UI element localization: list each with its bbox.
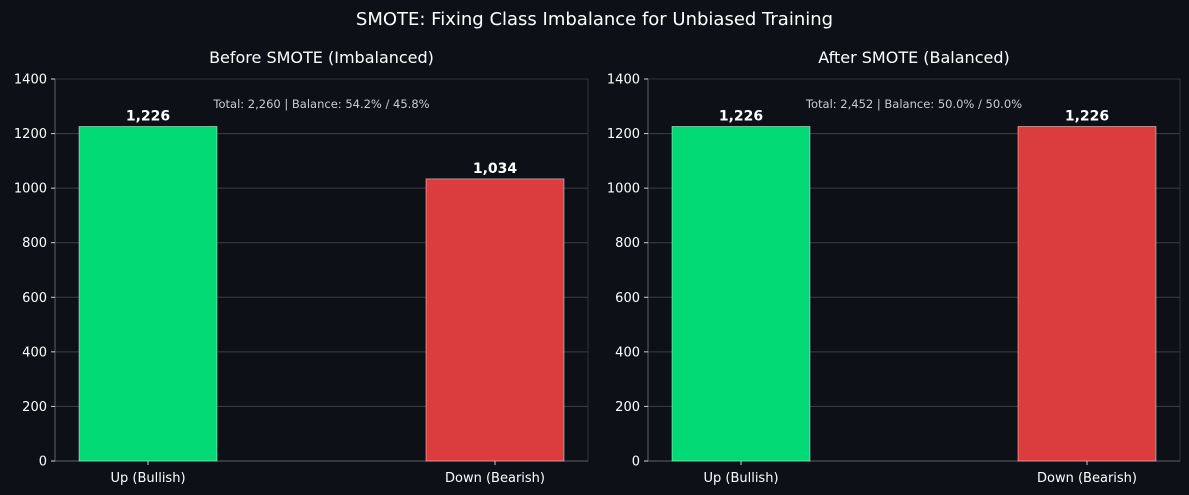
x-tick-label: Down (Bearish) [1037, 471, 1137, 486]
y-tick-label: 200 [615, 400, 640, 415]
y-tick-label: 600 [22, 291, 47, 306]
chart-annotation: Total: 2,260 | Balance: 54.2% / 45.8% [212, 97, 429, 111]
y-tick-label: 400 [22, 345, 47, 360]
chart-annotation: Total: 2,452 | Balance: 50.0% / 50.0% [805, 97, 1022, 111]
bar-value-label: 1,226 [1065, 108, 1109, 124]
chart-title: Before SMOTE (Imbalanced) [209, 48, 434, 67]
bar-value-label: 1,034 [473, 161, 518, 177]
y-tick-label: 1000 [14, 182, 47, 197]
chart-title: After SMOTE (Balanced) [818, 48, 1009, 67]
x-tick-label: Down (Bearish) [445, 471, 545, 486]
y-tick-label: 1400 [14, 73, 47, 88]
y-tick-label: 800 [615, 236, 640, 251]
bar-1 [78, 126, 218, 462]
chart-panel-2: After SMOTE (Balanced) 0 200 400 600 800 1000 1… [607, 48, 1181, 486]
x-tick-label: Up (Bullish) [703, 471, 778, 486]
y-tick-label: 0 [632, 455, 640, 470]
bar-value-label: 1,226 [126, 108, 170, 124]
bar-value-label: 1,226 [719, 108, 763, 124]
y-tick-label: 200 [22, 400, 47, 415]
bar-1 [671, 126, 811, 462]
y-tick-label: 400 [615, 345, 640, 360]
y-tick-label: 1200 [14, 127, 47, 142]
bar-2 [1017, 126, 1157, 462]
y-tick-label: 600 [615, 291, 640, 306]
chart-panel-1: Before SMOTE (Imbalanced) 0 200 400 600 800 10… [14, 48, 589, 486]
bar-2 [425, 178, 565, 462]
figure-suptitle: SMOTE: Fixing Class Imbalance for Unbias… [356, 9, 833, 30]
y-tick-label: 1000 [607, 182, 640, 197]
x-tick-label: Up (Bullish) [110, 471, 185, 486]
y-tick-label: 800 [22, 236, 47, 251]
y-tick-label: 1200 [607, 127, 640, 142]
y-tick-label: 0 [39, 455, 47, 470]
y-tick-label: 1400 [607, 73, 640, 88]
